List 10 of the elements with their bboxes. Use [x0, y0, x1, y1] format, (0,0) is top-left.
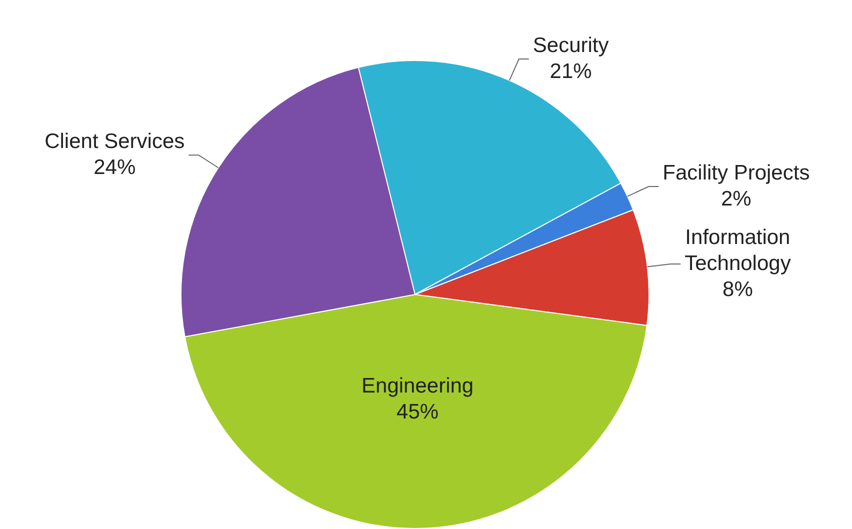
- data-label: 45%: [396, 400, 439, 424]
- slice-label: Security: [532, 34, 610, 57]
- slice-label: Information Technology: [684, 226, 792, 275]
- slice-label: Engineering: [362, 374, 474, 398]
- data-label: 21%: [550, 60, 592, 83]
- data-label: 2%: [721, 187, 752, 210]
- slice-label: Client Services: [44, 130, 185, 153]
- data-label: 24%: [94, 156, 136, 179]
- data-label: 8%: [722, 278, 753, 301]
- slice-label: Facility Projects: [662, 161, 810, 184]
